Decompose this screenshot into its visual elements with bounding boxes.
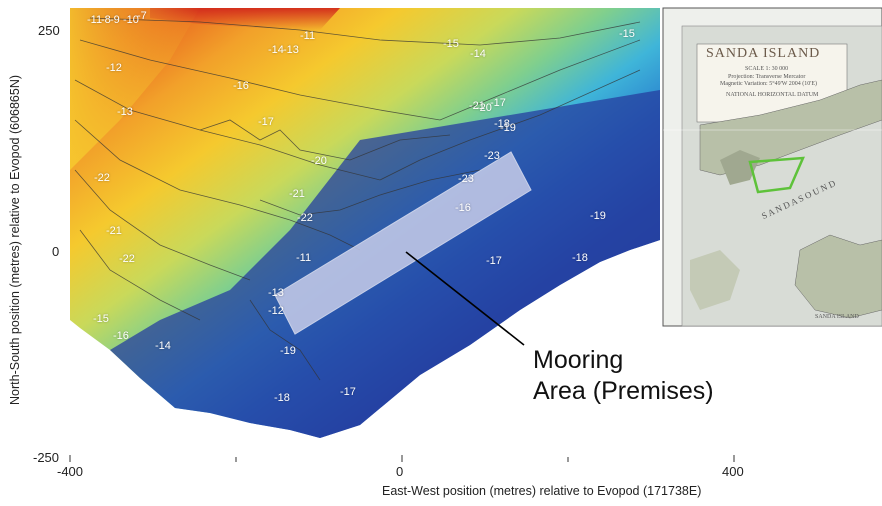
inset-chart-scale: SCALE 1: 30 000 bbox=[745, 66, 789, 72]
contour-label: -14 bbox=[268, 44, 284, 56]
contour-label: -15 bbox=[619, 28, 635, 40]
contour-label: -13 bbox=[268, 287, 284, 299]
contour-label: -9 bbox=[110, 14, 120, 26]
contour-label: -20 bbox=[311, 155, 327, 167]
contour-label: -17 bbox=[486, 255, 502, 267]
contour-label: -23 bbox=[458, 173, 474, 185]
x-tick-right: 400 bbox=[722, 464, 744, 479]
contour-label: -15 bbox=[443, 38, 459, 50]
mooring-annotation: Mooring Area (Premises) bbox=[533, 345, 714, 407]
contour-label: -13 bbox=[283, 44, 299, 56]
contour-label: -8 bbox=[101, 14, 111, 26]
x-axis-label: East-West position (metres) relative to … bbox=[382, 484, 702, 498]
contour-label: -11 bbox=[87, 14, 103, 26]
inset-chart-datum: NATIONAL HORIZONTAL DATUM bbox=[726, 92, 819, 98]
y-tick-mid: 0 bbox=[52, 244, 60, 259]
y-tick-top: 250 bbox=[38, 23, 60, 38]
contour-label: -16 bbox=[113, 330, 129, 342]
y-axis-label: North-South position (metres) relative t… bbox=[8, 74, 22, 405]
y-tick-bottom: -250 bbox=[33, 450, 60, 465]
x-tick-left: -400 bbox=[57, 464, 84, 479]
contour-label: -19 bbox=[280, 345, 296, 357]
contour-label: -22 bbox=[94, 172, 110, 184]
contour-label: -17 bbox=[258, 116, 274, 128]
contour-label: -21 bbox=[289, 188, 305, 200]
contour-label: -18 bbox=[572, 252, 588, 264]
contour-label: -22 bbox=[119, 253, 135, 265]
x-tick-mid: 0 bbox=[396, 464, 404, 479]
contour-label: -19 bbox=[590, 210, 606, 222]
contour-label: -11 bbox=[300, 30, 316, 42]
contour-label: -19 bbox=[500, 122, 516, 134]
inset-island-label: SANDA ISLAND bbox=[815, 314, 859, 320]
contour-label: -23 bbox=[484, 150, 500, 162]
contour-label: -12 bbox=[268, 305, 284, 317]
contour-label: -20 bbox=[476, 102, 492, 114]
contour-label: -11 bbox=[296, 252, 312, 264]
contour-label: -14 bbox=[155, 340, 171, 352]
contour-lines bbox=[74, 17, 641, 381]
inset-nautical-chart bbox=[662, 7, 882, 327]
contour-label: -16 bbox=[233, 80, 249, 92]
contour-label: -15 bbox=[93, 313, 109, 325]
inset-chart-projection: Projection: Transverse Mercator bbox=[728, 74, 806, 80]
inset-chart-variation: Magnetic Variation: 5°49'W 2004 (10'E) bbox=[720, 81, 817, 87]
contour-label: -12 bbox=[106, 62, 122, 74]
contour-label: -18 bbox=[494, 118, 510, 130]
axis-ticks bbox=[69, 455, 735, 462]
contour-label: -14 bbox=[470, 48, 486, 60]
contour-label: -21 bbox=[469, 100, 485, 112]
annotation-leader-line bbox=[405, 251, 525, 346]
contour-label: -22 bbox=[297, 212, 313, 224]
contour-label: -18 bbox=[274, 392, 290, 404]
contour-label: -17 bbox=[340, 386, 356, 398]
annotation-line-2: Area (Premises) bbox=[533, 377, 714, 405]
contour-label: -21 bbox=[106, 225, 122, 237]
contour-label: -7 bbox=[137, 10, 147, 22]
mooring-area-box bbox=[274, 151, 532, 335]
contour-label: -16 bbox=[455, 202, 471, 214]
contour-label: -10 bbox=[123, 14, 139, 26]
contour-label: -13 bbox=[117, 106, 133, 118]
annotation-line-1: Mooring bbox=[533, 346, 624, 374]
inset-chart-title: SANDA ISLAND bbox=[706, 46, 821, 61]
contour-label: -17 bbox=[490, 97, 506, 109]
inset-highlight-polygon bbox=[748, 156, 805, 194]
